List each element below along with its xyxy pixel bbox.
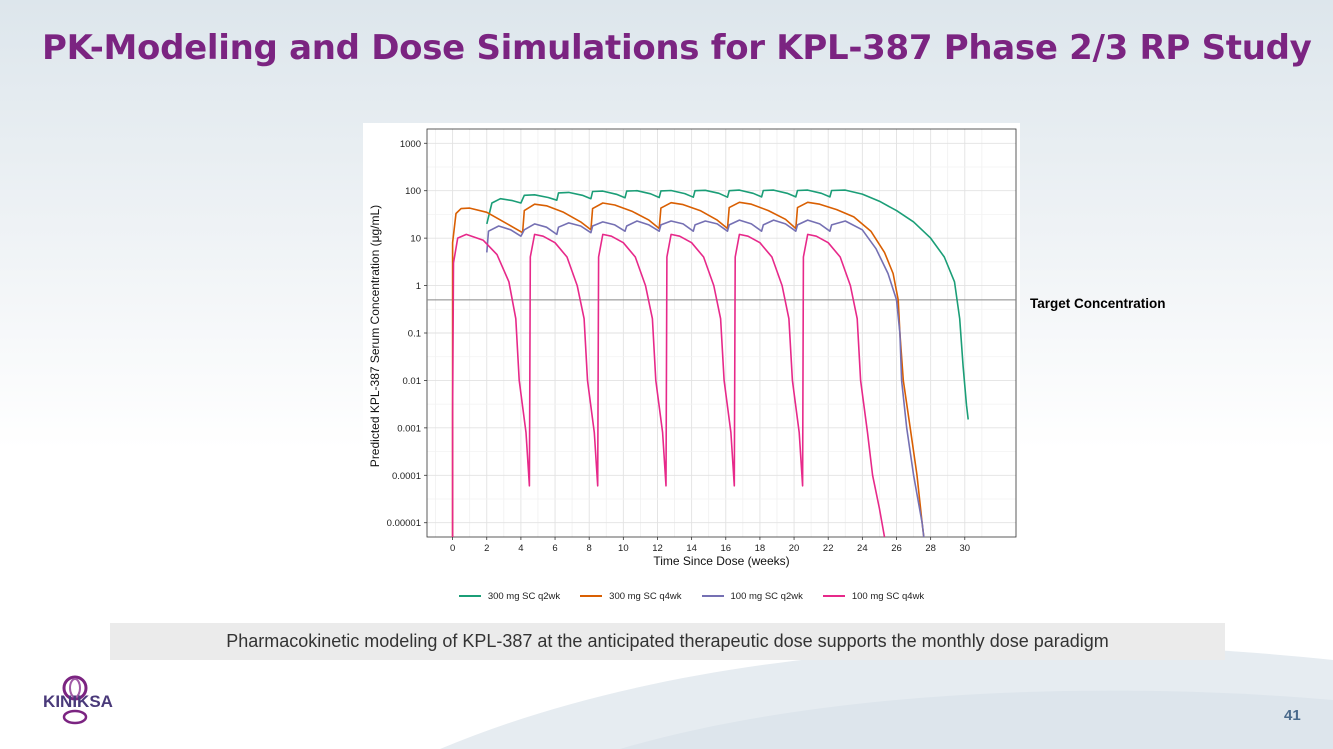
x-tick-label: 16	[720, 543, 731, 554]
y-tick-label: 0.01	[403, 376, 422, 387]
x-tick-label: 4	[518, 543, 523, 554]
x-tick-label: 26	[891, 543, 902, 554]
y-tick-label: 100	[405, 186, 421, 197]
legend-swatch	[580, 595, 603, 597]
caption-text: Pharmacokinetic modeling of KPL-387 at t…	[226, 631, 1109, 651]
series-line-1	[486, 189, 969, 420]
y-tick-label: 1000	[400, 139, 421, 150]
legend-item-2: 300 mg SC q4wk	[580, 590, 682, 602]
y-tick-label: 1	[416, 281, 421, 292]
kiniksa-logo: KINIKSA	[43, 675, 113, 725]
legend-swatch	[458, 595, 481, 597]
y-axis-label: Predicted KPL-387 Serum Concentration (μ…	[368, 205, 382, 467]
series-line-3	[486, 219, 925, 537]
legend-swatch	[822, 595, 845, 597]
legend-item-3: 100 mg SC q2wk	[701, 590, 803, 602]
series-line-4	[451, 233, 886, 537]
legend-item-1: 300 mg SC q2wk	[458, 590, 561, 602]
legend-item-4: 100 mg SC q4wk	[822, 590, 925, 602]
x-tick-label: 22	[823, 543, 834, 554]
legend-label: 300 mg SC q2wk	[487, 590, 561, 602]
x-axis-label: Time Since Dose (weeks)	[653, 554, 789, 568]
x-tick-label: 14	[686, 543, 697, 554]
x-tick-label: 10	[618, 543, 629, 554]
x-tick-label: 20	[789, 543, 800, 554]
x-tick-label: 2	[484, 543, 489, 554]
series-line-2	[451, 201, 925, 537]
chart-panel: 1000 100 10 1 0.1 0.01 0.001 0.0001 0.00001 0 2 4 6 8…	[363, 123, 1020, 609]
logo-text: KINIKSA	[43, 692, 113, 711]
x-tick-label: 28	[925, 543, 936, 554]
legend-label: 100 mg SC q4wk	[851, 590, 925, 602]
chart-legend: 300 mg SC q2wk 300 mg SC q4wk 100 mg SC q2…	[363, 586, 1020, 606]
target-concentration-label: Target Concentration	[1030, 296, 1166, 311]
y-tick-label: 0.00001	[387, 518, 421, 529]
legend-swatch	[701, 595, 724, 597]
x-tick-label: 30	[959, 543, 970, 554]
x-tick-label: 0	[450, 543, 455, 554]
x-tick-label: 12	[652, 543, 663, 554]
y-tick-label: 10	[410, 234, 421, 245]
x-tick-label: 18	[755, 543, 766, 554]
x-tick-label: 8	[587, 543, 592, 554]
caption-bar: Pharmacokinetic modeling of KPL-387 at t…	[110, 623, 1225, 660]
x-tick-label: 24	[857, 543, 868, 554]
y-tick-label: 0.1	[408, 329, 421, 340]
y-tick-label: 0.0001	[392, 471, 421, 482]
y-tick-label: 0.001	[397, 423, 421, 434]
x-tick-label: 6	[552, 543, 557, 554]
page-number: 41	[1284, 707, 1301, 724]
legend-label: 100 mg SC q2wk	[730, 590, 803, 602]
slide-title: PK-Modeling and Dose Simulations for KPL…	[42, 28, 1312, 68]
legend-label: 300 mg SC q4wk	[609, 590, 682, 602]
